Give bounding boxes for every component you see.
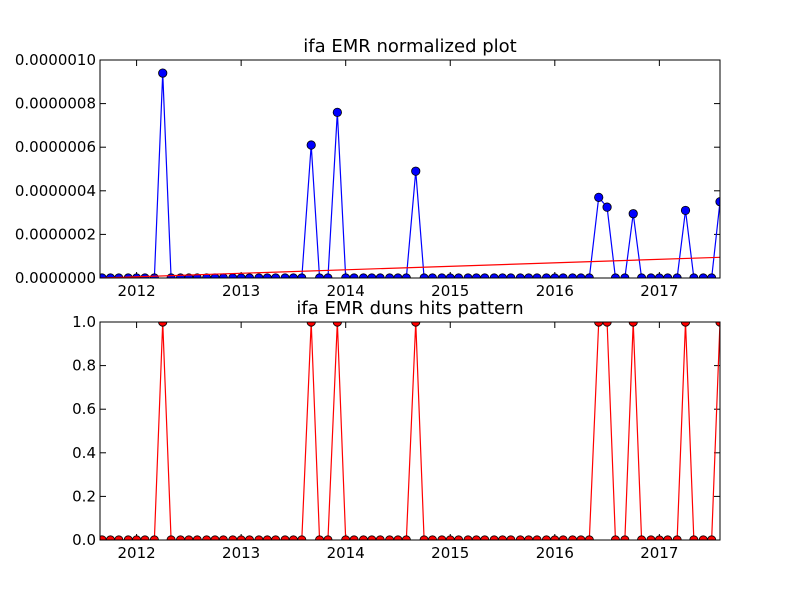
data-point — [332, 107, 342, 117]
x-tick-label: 2014 — [327, 544, 365, 562]
x-tick-label: 2016 — [536, 544, 574, 562]
y-tick-label: 0.0000004 — [15, 182, 96, 200]
data-point — [158, 68, 168, 78]
y-tick-label: 0.0000002 — [15, 225, 96, 243]
x-tick-label: 2013 — [222, 282, 260, 300]
normalized-plot-panel: ifa EMR normalized plot 2012 2013 2014 2015… — [15, 36, 721, 300]
data-point — [594, 192, 604, 202]
x-tick-label: 2017 — [640, 282, 678, 300]
x-tick-label: 2012 — [117, 544, 155, 562]
data-point — [158, 322, 168, 327]
x-tick-label: 2014 — [327, 282, 365, 300]
data-point — [680, 205, 691, 216]
x-tick-label: 2012 — [117, 282, 155, 300]
x-tick-label: 2015 — [431, 544, 469, 562]
chart-title: ifa EMR normalized plot — [303, 36, 516, 57]
plot-frame — [99, 59, 721, 279]
x-tick-label: 2017 — [640, 544, 678, 562]
data-point — [628, 209, 638, 219]
series-line — [102, 322, 720, 540]
y-tick-label: 0.8 — [72, 357, 96, 375]
x-tick-label: 2015 — [431, 282, 469, 300]
trend-line — [100, 256, 720, 278]
y-tick-label: 1.0 — [72, 313, 96, 331]
x-tick-label: 2013 — [222, 544, 260, 562]
y-tick-label: 0.0000000 — [15, 269, 96, 287]
y-tick-label: 0.0 — [72, 531, 96, 549]
y-tick-label: 0.0000008 — [15, 95, 96, 113]
data-point — [680, 322, 691, 327]
duns-hits-panel: ifa EMR duns hits pattern 2012 2013 2014 20… — [72, 298, 721, 562]
data-point — [411, 322, 421, 327]
y-tick-label: 0.0000010 — [15, 51, 96, 69]
y-tick-label: 0.4 — [72, 444, 96, 462]
y-tick-label: 0.2 — [72, 487, 96, 505]
x-tick-label: 2016 — [536, 282, 574, 300]
plot-frame — [99, 321, 721, 541]
y-tick-label: 0.6 — [72, 400, 96, 418]
data-point — [306, 140, 316, 150]
series-line — [102, 73, 720, 278]
data-point — [306, 322, 316, 327]
data-point — [332, 322, 342, 327]
data-point — [602, 202, 612, 212]
data-point — [411, 166, 421, 176]
y-tick-label: 0.0000006 — [15, 138, 96, 156]
data-point — [594, 322, 604, 327]
data-point — [628, 322, 638, 327]
chart-title: ifa EMR duns hits pattern — [296, 298, 523, 319]
data-point — [602, 322, 612, 327]
